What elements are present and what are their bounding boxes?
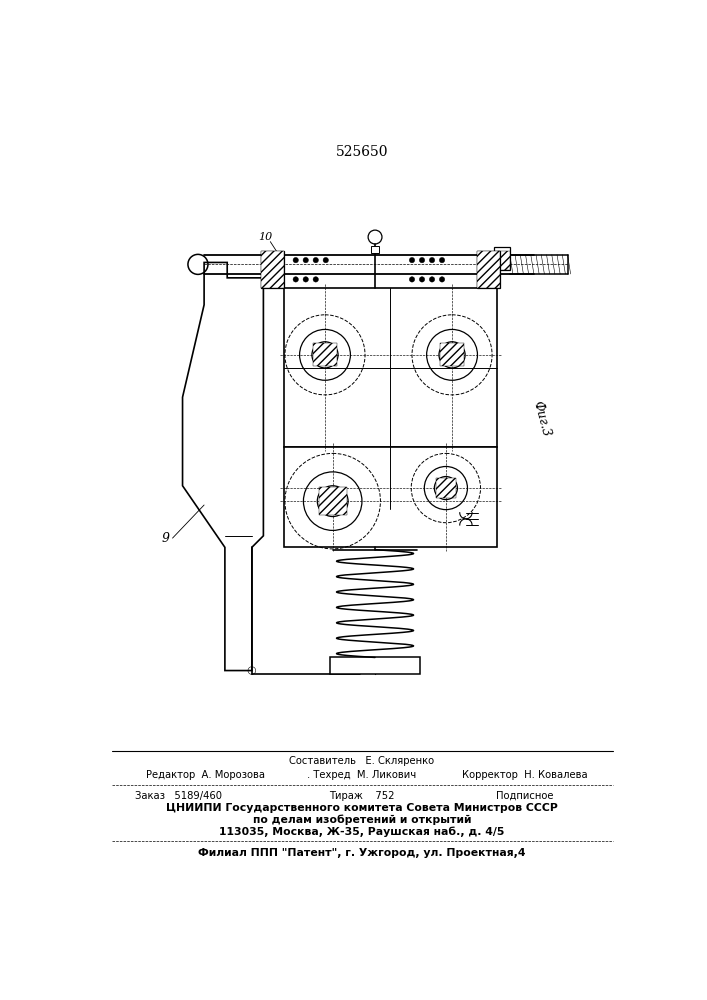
Bar [440,343,464,366]
Text: 525650: 525650 [336,145,388,159]
Bar [477,251,500,288]
Bar [284,288,497,447]
Bar [313,343,337,366]
Text: . Техред  М. Ликович: . Техред М. Ликович [308,770,416,780]
Bar [330,657,420,674]
Bar [261,251,284,288]
Circle shape [409,257,415,263]
Bar [319,487,346,515]
Text: Фиг.3: Фиг.3 [530,399,552,438]
Text: Редактор  А. Морозова: Редактор А. Морозова [146,770,265,780]
Circle shape [419,277,425,282]
Bar [261,251,284,288]
Text: 113035, Москва, Ж-35, Раушская наб., д. 4/5: 113035, Москва, Ж-35, Раушская наб., д. … [219,826,505,837]
Bar [436,478,456,498]
Bar [477,251,500,288]
Circle shape [313,277,318,282]
Text: Составитель   Е. Скляренко: Составитель Е. Скляренко [289,756,435,766]
Circle shape [293,277,298,282]
Text: 10: 10 [259,232,273,242]
Text: 9: 9 [162,532,170,545]
Circle shape [323,257,329,263]
Circle shape [429,257,435,263]
Text: Корректор  Н. Ковалева: Корректор Н. Ковалева [462,770,588,780]
Text: Заказ   5189/460: Заказ 5189/460 [135,791,222,801]
Text: Филиал ППП "Патент", г. Ужгород, ул. Проектная,4: Филиал ППП "Патент", г. Ужгород, ул. Про… [198,848,526,858]
Circle shape [313,257,318,263]
Circle shape [429,277,435,282]
Text: ЦНИИПИ Государственного комитета Совета Министров СССР: ЦНИИПИ Государственного комитета Совета … [166,803,558,813]
Circle shape [303,277,308,282]
Bar [371,246,379,253]
Text: по делам изобретений и открытий: по делам изобретений и открытий [252,815,471,825]
Circle shape [293,257,298,263]
Circle shape [419,257,425,263]
Circle shape [303,257,308,263]
Text: Подписное: Подписное [496,791,554,801]
Bar [498,251,510,270]
Bar [284,447,497,547]
Circle shape [439,257,445,263]
Text: Тираж    752: Тираж 752 [329,791,395,801]
Circle shape [439,277,445,282]
Bar [494,247,510,270]
Circle shape [409,277,415,282]
